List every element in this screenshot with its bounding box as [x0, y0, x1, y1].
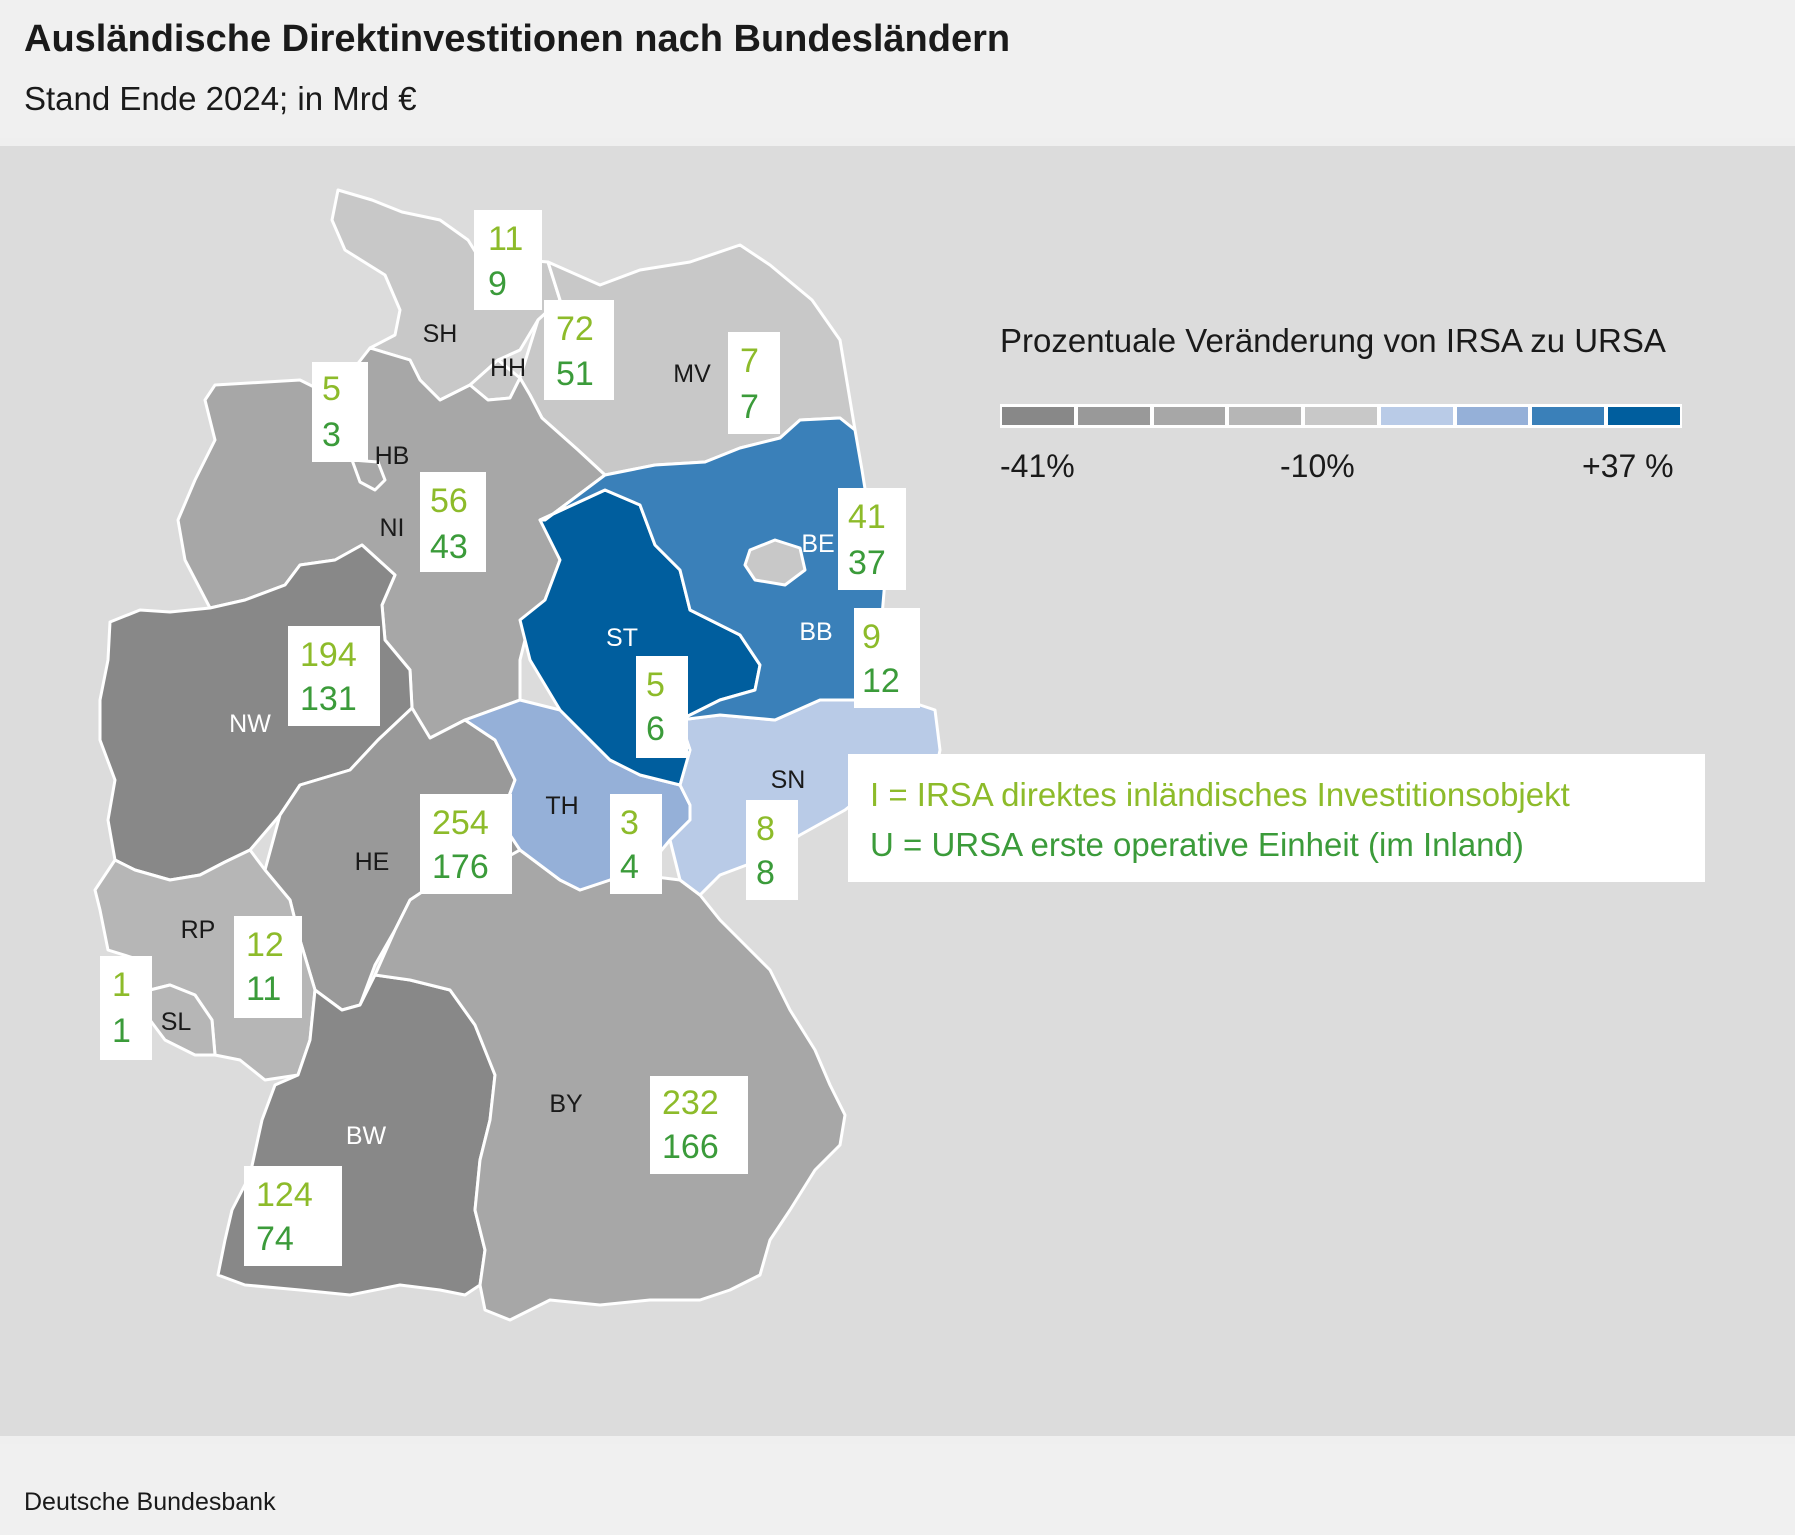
svg-text:194: 194	[300, 636, 357, 674]
value-box-NW: 194 131	[288, 626, 380, 726]
value-box-BE: 41 37	[838, 488, 906, 590]
key-irsa: I = IRSA direktes inländisches Investiti…	[870, 776, 1570, 813]
svg-text:9: 9	[488, 265, 507, 303]
label-HB: HB	[375, 442, 410, 470]
label-BW: BW	[346, 1122, 387, 1150]
key-ursa: U = URSA erste operative Einheit (im Inl…	[870, 826, 1524, 863]
svg-text:254: 254	[432, 804, 489, 842]
scale-swatch	[1380, 407, 1453, 425]
label-SL: SL	[161, 1008, 192, 1036]
state-BY[interactable]	[373, 848, 847, 1322]
page-title: Ausländische Direktinvestitionen nach Bu…	[24, 18, 1011, 60]
svg-text:1: 1	[112, 1012, 131, 1050]
value-box-SL: 1 1	[100, 956, 152, 1060]
scale-swatch	[1153, 407, 1226, 425]
scale-tick-min: -41%	[1000, 448, 1075, 484]
svg-text:8: 8	[756, 854, 775, 892]
svg-text:3: 3	[620, 804, 639, 842]
label-BY: BY	[549, 1090, 583, 1118]
label-NI: NI	[380, 514, 405, 542]
scale-swatch	[1305, 407, 1377, 425]
svg-text:232: 232	[662, 1084, 719, 1122]
label-ST: ST	[606, 624, 638, 652]
svg-text:11: 11	[488, 220, 523, 258]
label-HE: HE	[355, 848, 390, 876]
scale-swatch	[1002, 407, 1074, 425]
label-BB: BB	[799, 618, 832, 646]
value-box-HE: 254 176	[420, 794, 512, 894]
svg-text:8: 8	[756, 810, 775, 848]
source-label: Deutsche Bundesbank	[24, 1488, 276, 1516]
scale-swatch	[1229, 407, 1302, 425]
page-subtitle: Stand Ende 2024; in Mrd €	[24, 80, 417, 117]
svg-text:37: 37	[848, 544, 886, 582]
header: Ausländische Direktinvestitionen nach Bu…	[0, 0, 1795, 138]
legend-title: Prozentuale Veränderung von IRSA zu URSA	[1000, 322, 1666, 359]
key-box: I = IRSA direktes inländisches Investiti…	[848, 754, 1705, 882]
svg-text:74: 74	[256, 1220, 294, 1258]
svg-text:1: 1	[112, 966, 131, 1004]
svg-text:4: 4	[620, 848, 639, 886]
value-box-RP: 12 11	[234, 916, 302, 1018]
value-box-TH: 3 4	[610, 794, 662, 894]
state-BB[interactable]	[538, 416, 887, 722]
svg-text:9: 9	[862, 618, 881, 656]
value-box-BW: 124 74	[244, 1166, 342, 1266]
footer: Deutsche Bundesbank	[0, 1444, 1795, 1535]
svg-text:7: 7	[740, 342, 759, 380]
label-SH: SH	[423, 320, 458, 348]
label-TH: TH	[545, 792, 578, 820]
svg-text:124: 124	[256, 1176, 313, 1214]
value-box-BB: 9 12	[854, 608, 920, 708]
value-box-ST: 5 6	[636, 656, 688, 758]
svg-text:5: 5	[322, 370, 341, 408]
value-box-HH: 72 51	[544, 300, 614, 400]
svg-text:6: 6	[646, 710, 665, 748]
label-BE: BE	[801, 530, 834, 558]
svg-text:176: 176	[432, 848, 489, 886]
state-BE[interactable]	[743, 538, 807, 587]
svg-text:5: 5	[646, 666, 665, 704]
svg-text:166: 166	[662, 1128, 719, 1166]
svg-text:12: 12	[862, 662, 900, 700]
value-box-NI: 56 43	[420, 472, 486, 572]
state-SL[interactable]	[148, 983, 217, 1057]
state-HB[interactable]	[350, 458, 387, 492]
scale-tick-mid: -10%	[1280, 448, 1355, 484]
value-box-SH: 11 9	[474, 210, 542, 310]
label-MV: MV	[673, 360, 711, 388]
svg-text:12: 12	[246, 926, 284, 964]
svg-text:56: 56	[430, 482, 468, 520]
svg-text:11: 11	[246, 970, 281, 1008]
scale-swatch	[1532, 407, 1605, 425]
scale-swatch	[1608, 407, 1681, 425]
svg-text:3: 3	[322, 416, 341, 454]
label-SN: SN	[771, 766, 806, 794]
svg-text:7: 7	[740, 388, 759, 426]
svg-text:51: 51	[556, 355, 594, 393]
svg-text:72: 72	[556, 310, 594, 348]
scale-swatch	[1077, 407, 1150, 425]
color-scale	[1000, 404, 1682, 428]
value-box-MV: 7 7	[728, 332, 780, 434]
value-box-BY: 232 166	[650, 1076, 748, 1174]
value-box-HB: 5 3	[312, 362, 368, 462]
svg-text:41: 41	[848, 498, 886, 536]
label-NW: NW	[229, 710, 271, 738]
svg-text:131: 131	[300, 680, 357, 718]
label-HH: HH	[490, 354, 526, 382]
value-box-SN: 8 8	[746, 800, 798, 900]
scale-swatch	[1456, 407, 1529, 425]
scale-tick-max: +37 %	[1582, 448, 1674, 484]
label-RP: RP	[181, 916, 216, 944]
svg-text:43: 43	[430, 528, 468, 566]
